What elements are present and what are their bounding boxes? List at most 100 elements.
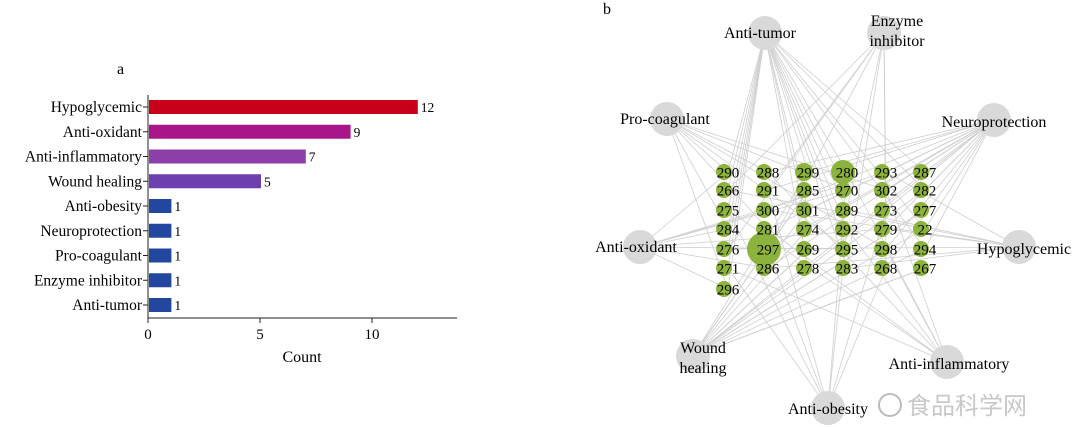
network-edge (666, 118, 729, 290)
compound-label: 288 (757, 166, 780, 182)
network-edge (692, 267, 809, 357)
compound-node (756, 260, 772, 276)
compound-label: 299 (797, 166, 820, 182)
compound-node (716, 202, 732, 218)
network-edge (692, 209, 809, 357)
network-edge (764, 32, 809, 211)
hub-node-anti-tumor (748, 16, 782, 50)
network-edge (727, 32, 766, 250)
hub-label: Hypoglycemic (977, 241, 1071, 258)
compound-label: 294 (914, 243, 937, 259)
network-edges (639, 32, 1020, 409)
network-edge (727, 267, 829, 409)
network-edge (827, 267, 887, 409)
network-edge (727, 32, 766, 230)
network-edge (727, 189, 1020, 248)
compound-label: 279 (875, 223, 898, 239)
compound-node (716, 182, 732, 198)
compound-node (796, 260, 812, 276)
y-tick-label: Neuroprotection (40, 223, 142, 240)
compound-label: 280 (836, 166, 859, 182)
y-tick-label: Anti-obesity (65, 198, 143, 215)
network-edge (767, 248, 829, 409)
compound-node (835, 260, 851, 276)
compound-node (913, 202, 929, 218)
network-edge (727, 32, 766, 211)
compound-node (913, 260, 929, 276)
network-edge (639, 209, 769, 248)
y-tick-label: Anti-tumor (72, 297, 143, 314)
network-edge (764, 32, 848, 269)
network-edge (767, 209, 1020, 248)
network-edge (666, 118, 848, 191)
bar (149, 100, 418, 114)
compound-node (796, 241, 812, 257)
compound-label: 274 (797, 223, 820, 239)
network-edge (764, 32, 848, 173)
hub-label: Enzyme (871, 13, 923, 30)
compound-node (835, 182, 851, 198)
compound-label: 286 (757, 262, 780, 278)
hub-node-neuroprotection (977, 103, 1011, 137)
network-panel: 290 288 299 280 293 287 266 291 285 270 302 282 275 3… (595, 13, 1071, 425)
network-edge (727, 32, 766, 269)
compound-label: 298 (875, 243, 898, 259)
hub-node-wound-healing (676, 339, 710, 373)
network-edge (885, 248, 948, 363)
compound-node (796, 182, 812, 198)
compound-node (874, 164, 890, 180)
network-edge (727, 32, 766, 191)
network-edge (692, 171, 809, 357)
network-edge (639, 189, 848, 248)
hub-node-enzyme-inhibitor (867, 16, 901, 50)
compound-label: 295 (836, 243, 859, 259)
compound-label: 301 (797, 204, 820, 220)
data-label: 1 (174, 224, 181, 239)
bar (149, 174, 261, 189)
network-edge (764, 32, 926, 191)
data-label: 5 (264, 174, 271, 189)
compound-node (716, 241, 732, 257)
bar (149, 248, 172, 263)
compound-node (913, 241, 929, 257)
hub-label: Neuroprotection (942, 114, 1047, 131)
data-label: 1 (174, 249, 181, 264)
y-tick-label: Enzyme inhibitor (34, 272, 143, 289)
network-edge (727, 32, 766, 173)
network-edge (846, 228, 948, 363)
compound-label: 266 (717, 184, 740, 200)
bar (149, 149, 306, 164)
compound-label: 270 (836, 184, 859, 200)
network-edge (692, 248, 809, 357)
panel-label-a: a (117, 61, 124, 78)
y-tick-label: Anti-inflammatory (25, 149, 142, 166)
compound-label: 267 (914, 262, 937, 278)
compound-node (756, 182, 772, 198)
compound-label: 276 (717, 243, 740, 259)
network-edge (846, 32, 885, 211)
compound-label: 297 (757, 243, 780, 259)
y-tick-label: Anti-oxidant (63, 124, 143, 141)
network-edge (666, 118, 848, 250)
network-edge (666, 118, 769, 173)
network-edge (639, 171, 729, 248)
compound-label: 291 (757, 184, 780, 200)
hub-label: Wound (680, 340, 726, 357)
x-axis-label: Count (282, 349, 322, 366)
bar (149, 298, 172, 312)
compound-node (716, 221, 732, 237)
x-tick-label: 5 (256, 327, 264, 343)
hub-label: Anti-tumor (724, 25, 797, 42)
network-edge (885, 171, 1020, 248)
compound-node (795, 163, 813, 181)
compound-label: 290 (717, 166, 740, 182)
network-edge (885, 228, 1020, 248)
compound-node (756, 202, 772, 218)
network-edge (885, 119, 995, 250)
data-label: 9 (354, 125, 361, 140)
network-edge (846, 32, 885, 269)
compound-node (913, 164, 929, 180)
network-nodes: 290 288 299 280 293 287 266 291 285 270 302 282 275 3… (595, 13, 1071, 425)
network-edge (924, 119, 995, 230)
